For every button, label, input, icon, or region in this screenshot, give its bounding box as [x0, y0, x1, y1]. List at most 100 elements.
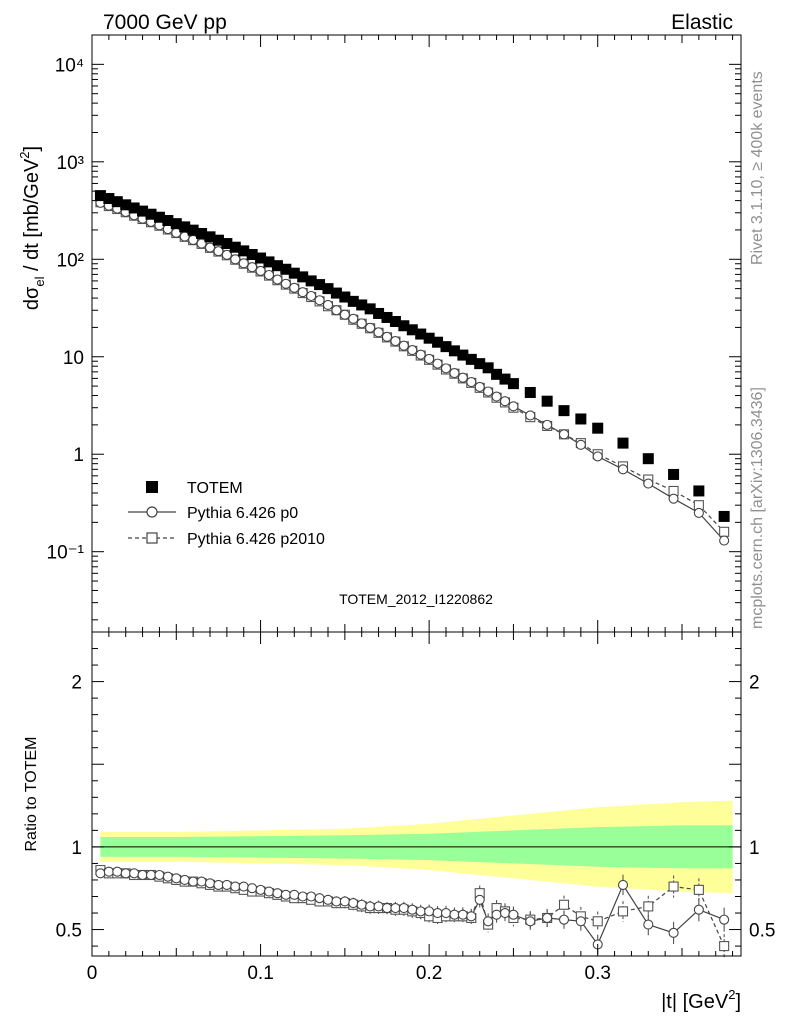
ratio-point-pythia-p0: [247, 883, 258, 894]
data-point-totem: [465, 353, 477, 365]
data-point-totem: [423, 332, 435, 344]
data-point-pythia-p0: [542, 419, 553, 430]
data-point-totem: [111, 196, 123, 208]
y-tick-label: 1: [73, 445, 84, 466]
ratio-point-pythia-p0: [457, 909, 468, 920]
legend-item-totem: TOTEM: [146, 480, 243, 497]
ratio-point-pythia-p0: [432, 907, 443, 919]
data-point-totem: [280, 263, 292, 275]
data-point-totem: [592, 422, 604, 434]
data-point-pythia-p0: [238, 258, 249, 269]
main-plot-area: [94, 190, 730, 546]
ratio-point-pythia-p0: [390, 903, 401, 914]
x-tick-label: 0.2: [416, 963, 442, 984]
data-point-totem: [288, 267, 300, 279]
data-point-totem: [305, 275, 317, 287]
x-tick-label: 0.3: [585, 963, 611, 984]
data-point-totem: [153, 211, 165, 223]
data-point-totem: [162, 214, 174, 226]
ratio-point-pythia-p0: [179, 874, 190, 886]
data-point-totem: [330, 287, 342, 299]
main-panel: 10⁻¹ 1 10 10² 10³ 10⁴ TOTEM_2012_I1220862 dσe…: [17, 34, 742, 633]
data-point-pythia-p0: [373, 327, 384, 338]
data-point-totem: [356, 299, 368, 311]
data-point-pythia-p0: [424, 353, 435, 364]
ratio-point-pythia-p0: [491, 909, 502, 920]
ratio-frame: [91, 631, 742, 957]
data-point-pythia-p0: [331, 305, 342, 316]
ratio-point-pythia-p0: [129, 868, 140, 879]
data-point-totem: [322, 283, 334, 295]
data-point-totem: [474, 358, 486, 370]
data-point-totem: [541, 395, 553, 407]
data-point-totem: [170, 218, 182, 230]
ratio-point-pythia-p2010: [592, 916, 603, 927]
y-tick-label: 1: [71, 838, 82, 859]
legend-marker-filled-square: [146, 481, 158, 493]
main-y-axis-label: dσel / dt [mb/GeV2]: [17, 146, 47, 310]
data-point-pythia-p0: [297, 287, 308, 298]
ratio-point-pythia-p0: [145, 869, 157, 881]
ratio-point-pythia-p0: [306, 891, 317, 902]
data-point-pythia-p0: [474, 381, 485, 392]
ratio-point-pythia-p0: [339, 896, 350, 907]
ratio-point-pythia-p0: [331, 896, 342, 907]
ratio-point-pythia-p2010: [617, 906, 629, 917]
ratio-point-pythia-p0: [668, 927, 679, 938]
ratio-point-pythia-p2010: [719, 941, 730, 952]
data-point-pythia-p2010: [719, 526, 730, 537]
data-point-pythia-p0: [230, 254, 241, 265]
data-point-pythia-p0: [263, 269, 275, 281]
ratio-point-pythia-p0: [204, 878, 216, 889]
ratio-point-pythia-p0: [407, 904, 418, 915]
legend-marker-open-square: [146, 532, 158, 544]
data-point-totem: [575, 413, 587, 425]
data-point-pythia-p0: [322, 299, 334, 310]
data-point-totem: [558, 405, 570, 417]
ratio-point-pythia-p0: [137, 869, 148, 881]
data-point-totem: [212, 234, 224, 246]
data-point-totem: [339, 291, 351, 303]
data-point-pythia-p0: [508, 401, 519, 412]
ratio-point-pythia-p0: [322, 894, 334, 905]
ratio-point-pythia-p2010: [558, 899, 570, 910]
data-point-pythia-p0: [306, 290, 317, 302]
data-point-totem: [246, 248, 258, 260]
y-tick-label: 2: [71, 673, 82, 694]
data-point-pythia-p0: [221, 249, 232, 260]
data-point-pythia-p0: [575, 439, 586, 450]
ratio-point-pythia-p2010: [643, 901, 654, 912]
legend-label: TOTEM: [187, 480, 243, 497]
header-left: 7000 GeV pp: [103, 11, 227, 34]
data-point-totem: [187, 224, 199, 236]
data-point-totem: [491, 368, 503, 380]
data-point-totem: [381, 311, 393, 323]
ratio-point-pythia-p0: [162, 871, 173, 882]
ratio-plot-area: [92, 800, 741, 959]
data-point-pythia-p0: [339, 309, 350, 320]
data-point-pythia-p0: [272, 274, 283, 285]
data-point-totem: [229, 241, 241, 253]
y-tick-label-right: 2: [749, 673, 760, 694]
y-tick-label-right: 0.5: [749, 921, 775, 942]
x-tick-label: 0.1: [247, 963, 273, 984]
data-point-totem: [137, 205, 149, 217]
legend-marker-open-circle: [146, 506, 158, 518]
data-point-pythia-p0: [457, 372, 468, 383]
main-watermark: TOTEM_2012_I1220862: [339, 591, 493, 607]
data-point-totem: [347, 295, 359, 307]
data-point-pythia-p0: [466, 377, 477, 388]
data-point-totem: [364, 303, 376, 315]
y-tick-label-right: 1: [749, 838, 760, 859]
side-mcplots-text: mcplots.cern.ch [arXiv:1306.3436]: [749, 387, 766, 629]
data-point-pythia-p0: [348, 313, 359, 324]
data-point-totem: [255, 252, 267, 264]
data-point-pythia-p0: [390, 335, 401, 347]
data-point-pythia-p0: [398, 340, 409, 351]
data-point-totem: [221, 238, 233, 250]
x-axis-label: |t| [GeV2]: [661, 987, 741, 1013]
data-point-totem: [642, 453, 654, 465]
y-tick-label: 10²: [57, 250, 84, 271]
ratio-point-pythia-p0: [449, 909, 460, 920]
